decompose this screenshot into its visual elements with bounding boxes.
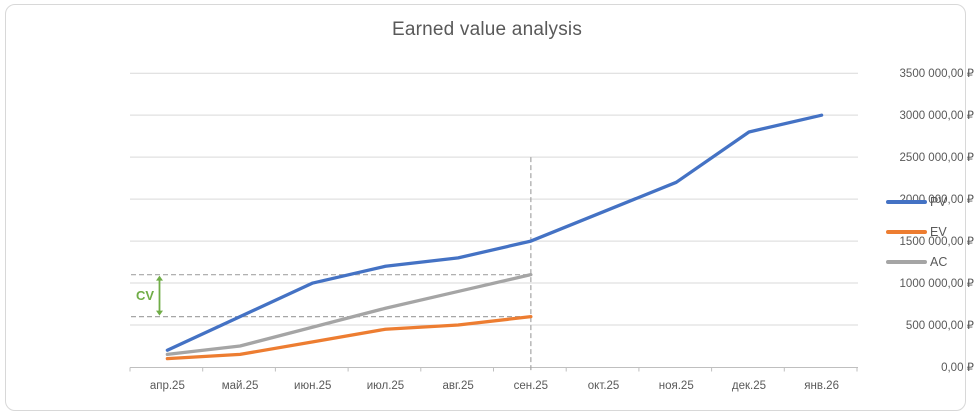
x-tick-label: май.25 — [221, 380, 259, 392]
legend-label-ev: EV — [930, 225, 947, 239]
y-tick-label: 0,00 ₽ — [941, 362, 974, 374]
cv-annotation-label: CV — [135, 288, 154, 303]
legend-label-pv: PV — [930, 195, 947, 209]
y-tick-label: 500 000,00 ₽ — [905, 320, 974, 333]
x-tick-label: сен.25 — [513, 380, 549, 392]
ev-line[interactable] — [165, 314, 533, 361]
ac-line[interactable] — [165, 273, 533, 357]
cv-arrowhead-top — [156, 275, 163, 281]
x-tick-label: авг.25 — [442, 380, 474, 392]
x-tick-label: июл.25 — [366, 380, 405, 392]
legend-item-ev[interactable]: EV — [886, 224, 947, 240]
ev-line-swatch — [886, 230, 927, 234]
x-tick-label: окт.25 — [587, 380, 620, 392]
y-tick-label: 3500 000,00 ₽ — [899, 68, 974, 81]
x-tick-label: апр.25 — [149, 380, 185, 392]
x-tick-label: дек.25 — [731, 380, 766, 392]
legend-item-pv[interactable]: PV — [886, 194, 947, 210]
pv-line[interactable] — [165, 113, 824, 352]
y-tick-label: 2500 000,00 ₽ — [899, 152, 974, 165]
pv-line-swatch — [886, 200, 927, 204]
x-tick-label: июн.25 — [294, 380, 332, 392]
cv-arrowhead-bottom — [156, 310, 163, 316]
x-tick-label: ноя.25 — [658, 380, 694, 392]
chart-title: Earned value analysis — [391, 19, 583, 40]
legend-item-ac[interactable]: AC — [886, 254, 947, 270]
ac-line-swatch — [886, 260, 927, 264]
y-tick-label: 1500 000,00 ₽ — [899, 236, 974, 249]
x-tick-label: янв.26 — [804, 380, 839, 392]
legend-label-ac: AC — [930, 255, 948, 269]
y-tick-label: 3000 000,00 ₽ — [899, 110, 974, 123]
y-tick-label: 1000 000,00 ₽ — [899, 278, 974, 291]
